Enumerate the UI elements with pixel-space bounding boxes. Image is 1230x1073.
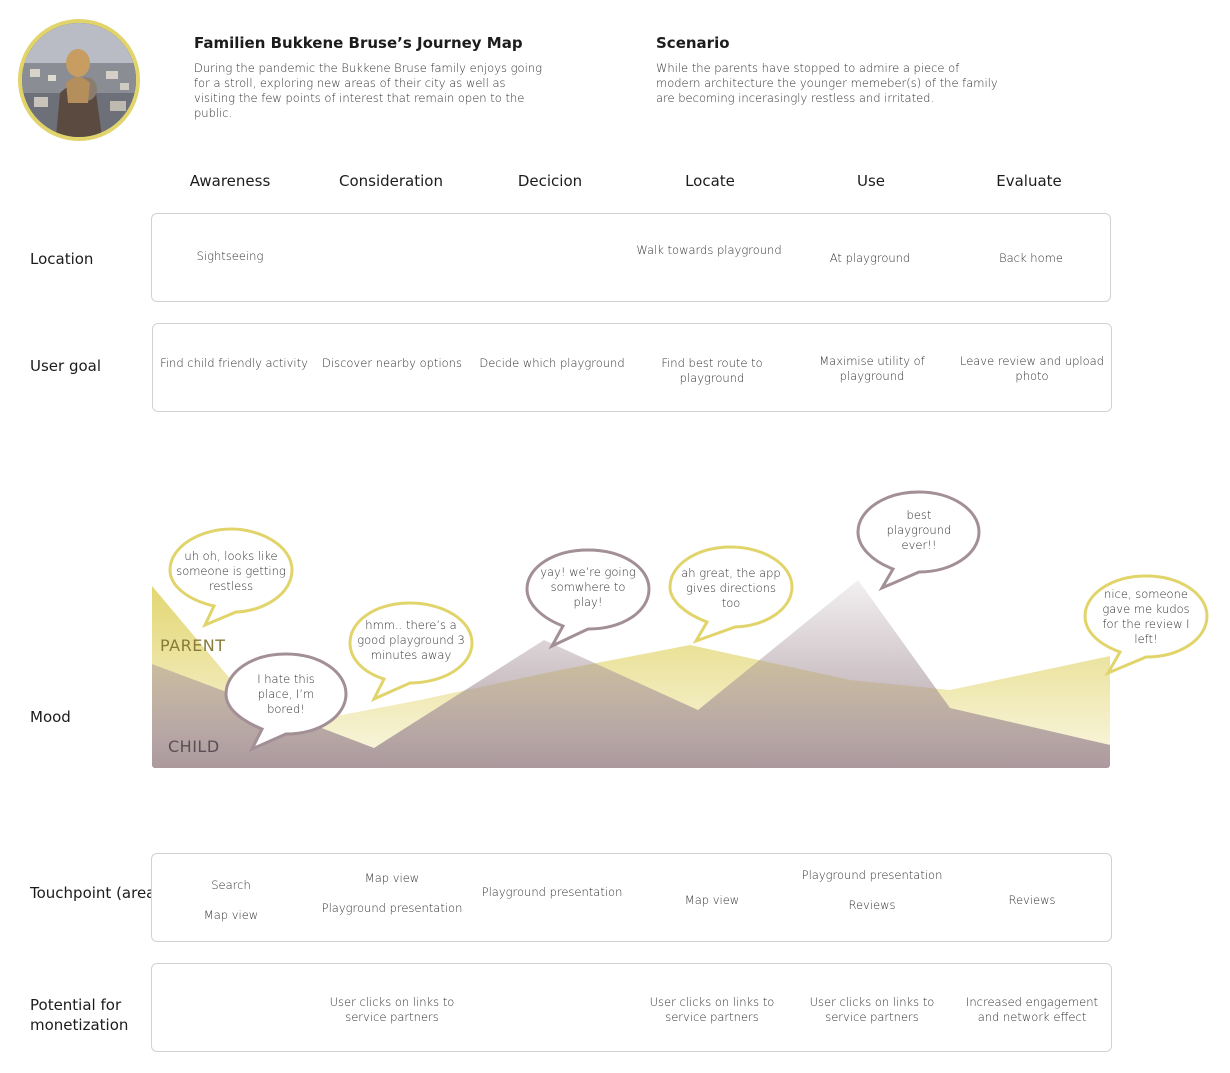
- bubble-3-text: hmm.. there’s a good playground 3 minute…: [357, 618, 465, 662]
- stage-consideration: Consideration: [339, 172, 443, 190]
- row-label-user-goal: User goal: [30, 357, 102, 375]
- parent-series-label: PARENT: [160, 636, 226, 655]
- touchpoint-cell-locate: Map view: [684, 893, 740, 907]
- user-goal-row-card: [152, 323, 1112, 412]
- location-row-card: [151, 213, 1111, 302]
- row-label-location: Location: [30, 250, 94, 268]
- stage-decision: Decicion: [517, 172, 583, 190]
- bubble-4-text: yay! we’re going somwhere to play!: [540, 565, 636, 609]
- bubble-3-shape: [348, 601, 474, 703]
- location-cell-awareness: Sightseeing: [196, 249, 264, 263]
- family-photo: [22, 23, 136, 137]
- bubble-7-text: nice, someone gave me kudos for the revi…: [1102, 587, 1190, 646]
- touchpoint-cell-consideration: Map view Playground presentation: [321, 871, 463, 915]
- monetization-cell-evaluate: Increased engagement and network effect: [966, 995, 1098, 1024]
- touchpoint-row-card: [151, 853, 1112, 942]
- touchpoint-cell-evaluate: Reviews: [1008, 893, 1056, 907]
- user-goal-cell-evaluate: Leave review and upload photo: [959, 354, 1104, 383]
- family-avatar: [18, 19, 140, 141]
- bubble-1-text: uh oh, looks like someone is getting res…: [176, 549, 286, 593]
- journey-title: Familien Bukkene Bruse’s Journey Map: [194, 34, 523, 52]
- touchpoint-cell-awareness: Search Map view: [203, 878, 259, 922]
- bubble-6-text: best playground ever!!: [886, 508, 952, 552]
- user-goal-cell-awareness: Find child friendly activity: [160, 356, 308, 370]
- monetization-cell-use: User clicks on links to service partners: [809, 995, 935, 1024]
- stage-use: Use: [856, 172, 886, 190]
- user-goal-cell-consideration: Discover nearby options: [322, 356, 462, 370]
- bubble-5-shape: [668, 545, 794, 644]
- touchpoint-cell-use: Playground presentation Reviews: [801, 868, 943, 912]
- bubble-2-text: I hate this place, I’m bored!: [257, 672, 315, 716]
- stage-locate: Locate: [685, 172, 735, 190]
- row-label-monetization: Potential for monetization: [30, 996, 129, 1034]
- touchpoint-cell-decision: Playground presentation: [481, 885, 623, 899]
- scenario-title: Scenario: [656, 34, 730, 52]
- user-goal-cell-use: Maximise utility of playground: [819, 354, 925, 383]
- user-goal-cell-locate: Find best route to playground: [661, 356, 763, 385]
- monetization-cell-consideration: User clicks on links to service partners: [329, 995, 455, 1024]
- monetization-row-card: [151, 963, 1112, 1052]
- bubble-2-shape: [224, 652, 348, 753]
- child-series-label: CHILD: [168, 737, 220, 756]
- bubble-5-text: ah great, the app gives directions too: [681, 566, 781, 610]
- stage-awareness: Awareness: [189, 172, 271, 190]
- user-goal-cell-decision: Decide which playground: [479, 356, 625, 370]
- bubble-1-shape: [168, 527, 294, 628]
- child-mood-area: [152, 580, 1110, 768]
- location-cell-use: At playground: [829, 251, 911, 265]
- monetization-cell-locate: User clicks on links to service partners: [649, 995, 775, 1024]
- bubble-7-shape: [1083, 574, 1209, 677]
- bubble-4-shape: [525, 548, 651, 650]
- bubble-6-shape: [856, 490, 981, 592]
- stage-evaluate: Evaluate: [996, 172, 1062, 190]
- scenario-description: While the parents have stopped to admire…: [656, 61, 998, 105]
- location-cell-evaluate: Back home: [999, 251, 1063, 265]
- row-label-mood: Mood: [30, 708, 71, 726]
- location-cell-locate: Walk towards playground: [636, 243, 782, 257]
- journey-description: During the pandemic the Bukkene Bruse fa…: [194, 61, 542, 120]
